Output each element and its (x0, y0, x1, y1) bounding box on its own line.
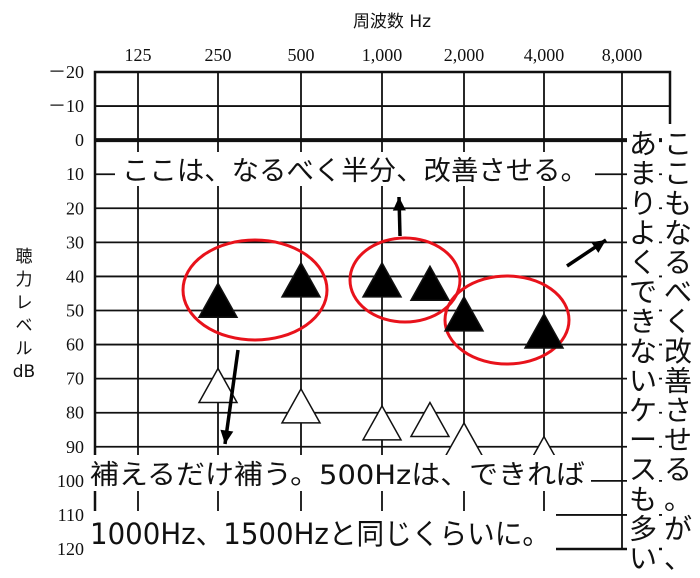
y-tick-labels: －20 －10 0 10 20 30 40 50 60 70 80 90 100 110 120 (48, 62, 84, 559)
x-tick-label: 250 (205, 45, 232, 65)
annotation-char: 多 (629, 512, 657, 545)
y-tick-label: 60 (66, 335, 84, 355)
y-tick-label: 30 (66, 232, 84, 252)
unaided-threshold-marker (361, 404, 403, 441)
annotation-bottom-line2: 1000Hz、1500Hzと同じくらいに。 (90, 517, 550, 551)
annotation-char: ケ (629, 394, 657, 427)
annotation-bottom2-bg (86, 511, 556, 551)
aided-threshold-marker (523, 312, 565, 349)
annotation-char: 。 (664, 483, 692, 516)
y-tick-label: 120 (57, 539, 84, 559)
annotation-char: い (629, 542, 657, 575)
y-tick-label: 20 (66, 198, 84, 218)
arrow-shaft (223, 349, 240, 445)
annotation-char: く (664, 305, 692, 338)
y-tick-label: 100 (57, 471, 84, 491)
chart-title: 周波数 Hz (353, 12, 431, 32)
aided-threshold-marker (280, 261, 322, 298)
highlight-ellipse (181, 238, 329, 342)
y-tick-label: 80 (66, 403, 84, 423)
x-tick-labels: 125 250 500 1,000 2,000 4,000 8,000 (125, 45, 643, 65)
y-tick-label: 50 (66, 301, 84, 321)
annotation-char: り (629, 187, 657, 220)
aided-threshold-marker (409, 264, 451, 301)
annotations: ここは、なるべく半分、改善させる。補えるだけ補う。500Hzは、できれば 1000… (86, 124, 694, 575)
annotation-char: る (664, 246, 692, 279)
x-tick-label: 500 (288, 45, 315, 65)
arrow-head (591, 240, 606, 253)
annotation-char: が (664, 512, 692, 545)
annotation-bottom-line1: 補えるだけ補う。500Hzは、できれば (90, 460, 585, 491)
unaided-threshold-marker (197, 366, 239, 404)
annotation-char: ま (629, 157, 657, 190)
annotation-char: な (664, 216, 692, 249)
data-marks (197, 261, 565, 472)
y-axis-label-char: 聴 (16, 247, 33, 267)
y-tick-label: －10 (48, 96, 84, 116)
highlight-ellipse (348, 236, 462, 324)
annotation-char: も (664, 187, 692, 220)
unaided-threshold-marker (443, 421, 485, 458)
annotation-char: も (629, 483, 657, 516)
y-tick-label: 40 (66, 266, 84, 286)
x-tick-label: 4,000 (524, 45, 565, 65)
y-tick-label: 90 (66, 437, 84, 457)
annotation-char: ス (629, 453, 657, 486)
annotation-top-bg (115, 152, 595, 186)
y-axis-label-char: dB (13, 362, 35, 382)
aided-threshold-marker (361, 261, 403, 298)
annotation-char: 、 (664, 542, 692, 575)
y-axis-label-char: 力 (16, 270, 33, 290)
annotation-char: あ (629, 128, 657, 161)
unaided-threshold-marker (409, 400, 451, 438)
highlight-ellipse (443, 274, 571, 366)
unaided-threshold-marker (280, 387, 322, 424)
x-tick-label: 125 (125, 45, 152, 65)
annotation-char: よ (629, 216, 657, 249)
aided-threshold-marker (443, 295, 485, 332)
annotation-char: 善 (664, 364, 692, 397)
annotation-char: く (629, 246, 657, 279)
annotation-right-col2-bg (627, 124, 659, 568)
y-axis-label-char: ル (16, 339, 33, 359)
annotation-char: き (629, 305, 657, 338)
annotation-char: ー (629, 424, 657, 457)
y-tick-label: 10 (66, 164, 84, 184)
annotation-char: 改 (664, 335, 692, 368)
annotation-arrows (220, 196, 607, 445)
highlight-ellipses (181, 236, 571, 366)
annotation-char: こ (664, 157, 692, 190)
annotation-char: べ (664, 276, 692, 309)
x-tick-label: 2,000 (444, 45, 485, 65)
annotation-char: る (664, 453, 692, 486)
annotation-right-col1-bg (662, 124, 694, 568)
y-axis-label-char: ベ (16, 316, 33, 336)
aided-threshold-marker (197, 281, 239, 319)
x-tick-label: 8,000 (602, 45, 643, 65)
annotation-char: で (629, 276, 657, 309)
annotation-top: ここは、なるべく半分、改善させる。 (122, 156, 588, 187)
annotation-char: こ (664, 128, 692, 161)
x-tick-label: 1,000 (362, 45, 403, 65)
y-tick-label: 0 (75, 130, 84, 150)
annotation-bottom-bg (86, 455, 591, 491)
annotation-char: せ (664, 424, 692, 457)
arrow-head (392, 197, 406, 211)
y-tick-label: 70 (66, 369, 84, 389)
annotation-char: な (629, 335, 657, 368)
y-tick-label: －20 (48, 62, 84, 82)
annotation-char: い (629, 364, 657, 397)
y-tick-label: 110 (58, 505, 84, 525)
y-axis-label-char: レ (16, 293, 33, 313)
annotation-char: さ (664, 394, 692, 427)
arrow-head (220, 429, 234, 444)
